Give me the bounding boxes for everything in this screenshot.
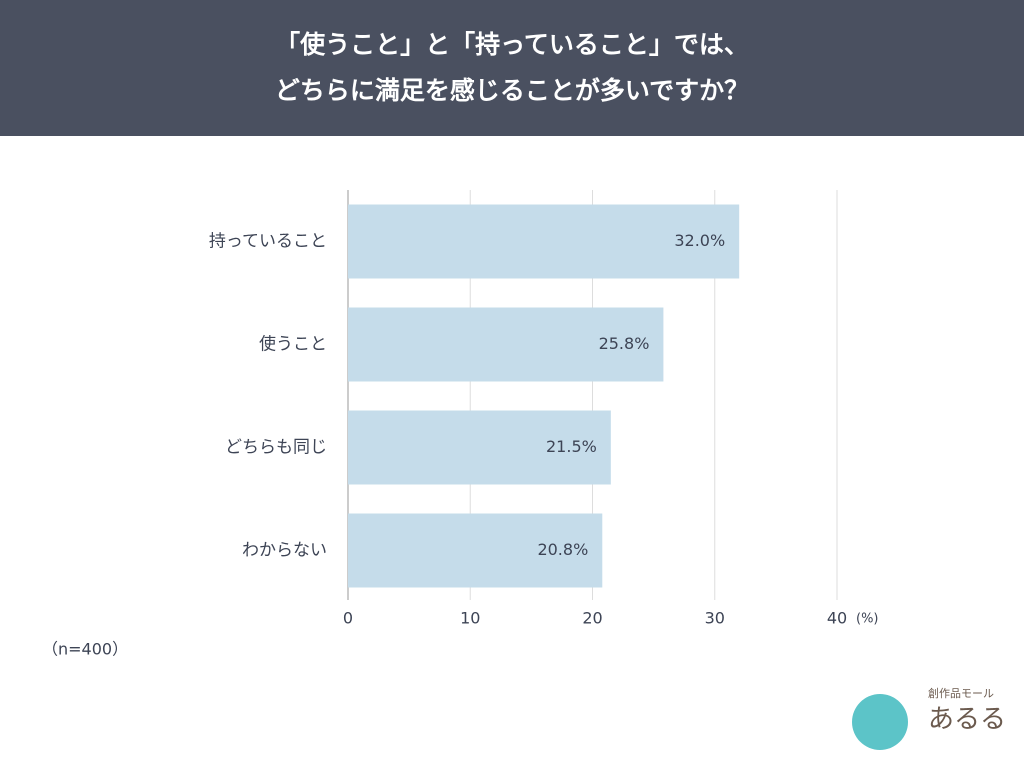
- header-bg: [0, 0, 1024, 136]
- y-tick-label: どちらも同じ: [225, 438, 327, 458]
- y-tick-label: わからない: [242, 541, 327, 561]
- bar: [348, 513, 603, 588]
- bar: [348, 307, 664, 382]
- x-tick-label: 0: [343, 609, 353, 628]
- x-axis-label: (%): [856, 612, 879, 627]
- y-tick-label: 持っていること: [209, 232, 327, 252]
- y-tick-label: 使うこと: [259, 334, 327, 355]
- logo-icon: [852, 694, 908, 750]
- chart-title: 「使うこと」と「持っていること」では、: [275, 30, 749, 59]
- value-label: 21.5%: [546, 437, 597, 456]
- bar: [348, 410, 611, 485]
- chart-title: どちらに満足を感じることが多いですか？: [275, 76, 749, 105]
- value-label: 20.8%: [537, 540, 588, 559]
- value-label: 32.0%: [674, 231, 725, 250]
- x-tick-label: 40: [827, 609, 847, 628]
- x-tick-label: 10: [460, 609, 480, 628]
- note: （n=400）: [42, 640, 128, 659]
- logo-name: あるる: [928, 705, 1006, 735]
- x-tick-label: 30: [705, 609, 725, 628]
- x-tick-label: 20: [582, 609, 602, 628]
- logo-tagline: 創作品モール: [928, 686, 994, 700]
- bar: [348, 204, 740, 279]
- value-label: 25.8%: [599, 334, 650, 353]
